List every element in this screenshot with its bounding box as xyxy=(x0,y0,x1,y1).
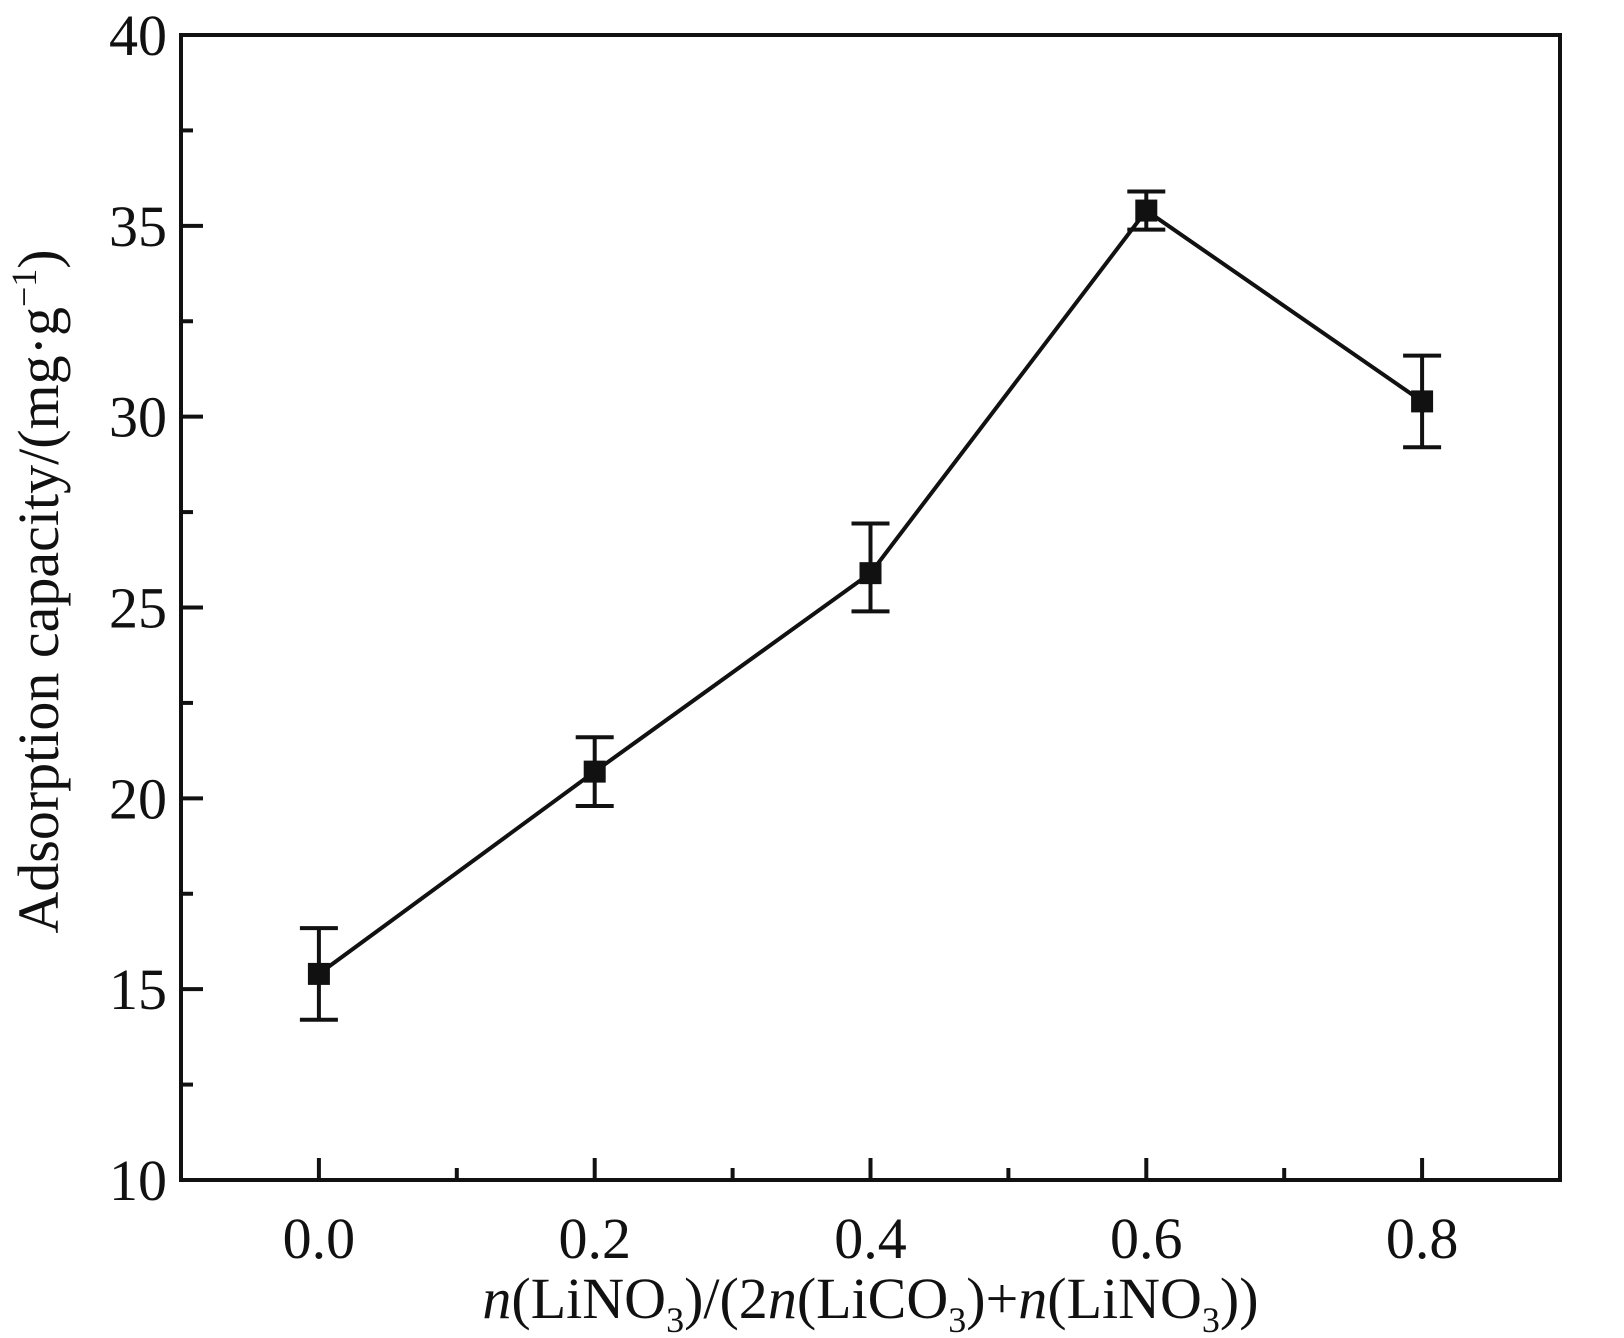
data-point-marker xyxy=(1135,199,1158,222)
data-point-marker xyxy=(307,962,330,985)
x-tick-label: 0.2 xyxy=(558,1206,631,1271)
plot-area xyxy=(299,189,1442,1022)
data-point-marker xyxy=(1411,390,1434,413)
y-tick-label: 25 xyxy=(109,576,167,641)
y-tick-label: 35 xyxy=(109,194,167,259)
y-tick-label: 30 xyxy=(109,385,167,450)
x-tick-label: 0.8 xyxy=(1386,1206,1459,1271)
x-tick-label: 0.6 xyxy=(1110,1206,1183,1271)
y-tick-label: 20 xyxy=(109,766,167,831)
data-point-marker xyxy=(859,562,882,585)
y-tick-label: 10 xyxy=(109,1148,167,1213)
y-axis-title: Adsorption capacity/(mg·g−1​) xyxy=(4,249,71,933)
data-point-marker xyxy=(583,760,606,783)
x-tick-label: 0.4 xyxy=(834,1206,907,1271)
x-axis-title: n(LiNO3​)/(2n(LiCO3​)+n(LiNO3​)) xyxy=(482,1266,1258,1338)
y-tick-label: 40 xyxy=(109,3,167,68)
y-tick-label: 15 xyxy=(109,957,167,1022)
x-tick-label: 0.0 xyxy=(283,1206,356,1271)
axes: 0.0 0.2 0.4 0.6 0.8 10 15 20 25 30 35 40 xyxy=(109,3,1562,1271)
